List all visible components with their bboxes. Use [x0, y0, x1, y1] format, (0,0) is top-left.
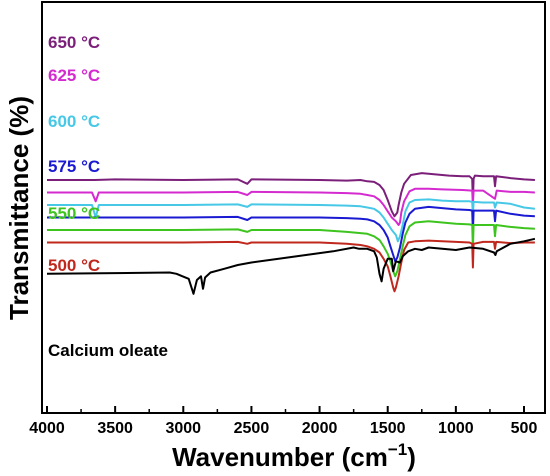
x-tick-label: 1500 [370, 420, 406, 437]
series-line-6 [46, 237, 536, 295]
x-tick-label: 4000 [29, 420, 65, 437]
series-line-4 [47, 220, 535, 278]
x-tick-label: 2500 [234, 420, 270, 437]
series-line-1 [47, 187, 535, 226]
series-label-2: 600 °C [48, 112, 100, 131]
series-line-2 [47, 198, 536, 243]
series-line-3 [47, 205, 535, 263]
x-tick-label: 2000 [302, 420, 338, 437]
x-tick-label: 500 [511, 420, 538, 437]
series-line-0 [47, 172, 535, 218]
plot-frame [41, 1, 546, 414]
series-label-5: 500 °C [48, 256, 100, 275]
series-label-4: 550 °C [48, 204, 100, 223]
series-traces [46, 172, 536, 295]
series-label-0: 650 °C [48, 33, 100, 52]
series-line-5 [47, 239, 535, 293]
x-tick-label: 1000 [438, 420, 474, 437]
series-labels: 650 °C 625 °C 600 °C 575 °C 550 °C 500 °C Calc… [48, 33, 168, 360]
series-label-6: Calcium oleate [48, 341, 168, 360]
x-axis-ticks: 4000 3500 3000 2500 2000 1500 1000 500 [29, 406, 537, 437]
series-label-3: 575 °C [48, 157, 100, 176]
series-label-1: 625 °C [48, 66, 100, 85]
y-axis-title: Transmittance (%) [4, 96, 34, 320]
x-tick-label: 3000 [165, 420, 201, 437]
x-tick-label: 3500 [97, 420, 133, 437]
x-axis-title: Wavenumber (cm−1) [172, 440, 416, 472]
